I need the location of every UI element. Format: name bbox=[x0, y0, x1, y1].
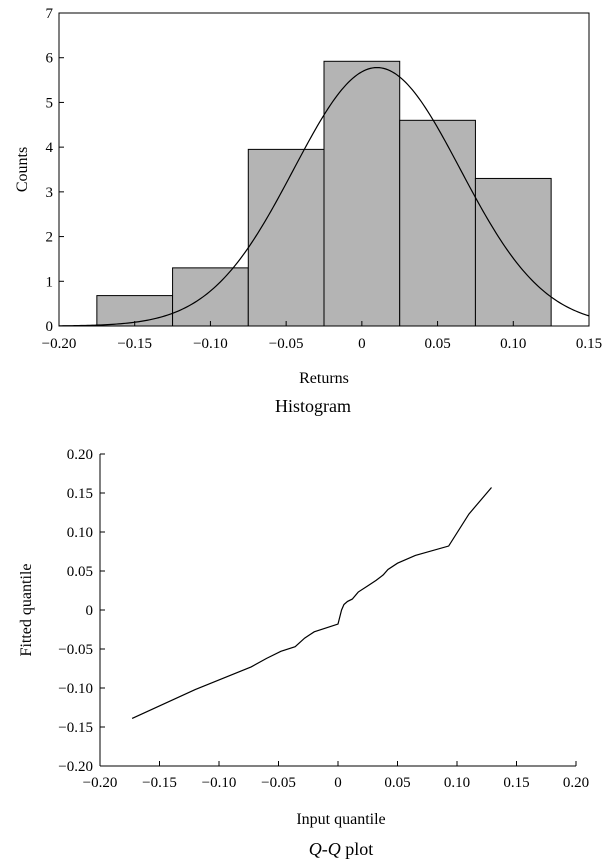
qq-plot-y-tick-label: 0.15 bbox=[67, 486, 93, 502]
qq-plot-x-tick-label: 0.05 bbox=[384, 775, 410, 791]
qq-caption-plot: plot bbox=[341, 839, 374, 859]
histogram-bar-3 bbox=[323, 60, 401, 327]
qq-plot-x-tick-label: 0 bbox=[334, 775, 342, 791]
qq-plot-y-tick-label: −0.10 bbox=[58, 681, 93, 697]
histogram-y-tick-label: 0 bbox=[46, 319, 54, 335]
qq-plot-x-tick-label: −0.20 bbox=[83, 775, 118, 791]
histogram-bar-2 bbox=[247, 148, 325, 327]
histogram-fitted-normal-curve bbox=[58, 66, 590, 327]
histogram-y-tick-label: 7 bbox=[46, 6, 54, 22]
qq-plot-x-tick-label: 0.10 bbox=[444, 775, 470, 791]
qq-plot-x-tick-label: 0.15 bbox=[503, 775, 529, 791]
qq-plot-caption: Q-Q plot bbox=[309, 839, 374, 859]
histogram-bar-4 bbox=[399, 119, 476, 327]
histogram-x-tick-label: −0.05 bbox=[269, 336, 304, 352]
histogram-x-tick-label: 0 bbox=[358, 336, 366, 352]
qq-caption-q2: Q bbox=[328, 839, 341, 859]
histogram-bars bbox=[96, 60, 552, 327]
qq-plot-y-ticks: −0.20 −0.15 −0.10 −0.05 0 0.05 0.10 0.15 0.20 bbox=[58, 447, 105, 775]
qq-plot-x-tick-label: −0.15 bbox=[142, 775, 177, 791]
qq-caption-q1: Q bbox=[309, 839, 322, 859]
qq-plot-x-tick-label: −0.05 bbox=[261, 775, 296, 791]
histogram-y-ticks: 0 1 2 3 4 5 6 7 bbox=[46, 6, 64, 335]
qq-plot-x-axis-label: Input quantile bbox=[296, 811, 385, 828]
qq-plot-x-tick-label: 0.20 bbox=[563, 775, 589, 791]
histogram-chart: −0.20 −0.15 −0.10 −0.05 0 0.05 0.10 0.15 0 1 2 3 4 5… bbox=[14, 6, 602, 416]
qq-plot-y-tick-label: 0 bbox=[86, 603, 94, 619]
histogram-x-tick-label: −0.15 bbox=[117, 336, 152, 352]
histogram-x-tick-label: 0.10 bbox=[500, 336, 526, 352]
histogram-x-axis-label: Returns bbox=[299, 370, 349, 387]
histogram-x-tick-label: −0.10 bbox=[193, 336, 228, 352]
qq-plot-series-line bbox=[131, 487, 492, 719]
histogram-bar-1 bbox=[172, 267, 249, 327]
qq-plot-y-tick-label: −0.15 bbox=[58, 720, 93, 736]
histogram-x-tick-label: 0.05 bbox=[424, 336, 450, 352]
histogram-y-tick-label: 6 bbox=[46, 51, 54, 67]
qq-plot-y-tick-label: 0.10 bbox=[67, 525, 93, 541]
histogram-caption: Histogram bbox=[275, 396, 351, 416]
histogram-plot-frame bbox=[58, 12, 590, 327]
histogram-x-tick-label: −0.20 bbox=[42, 336, 77, 352]
histogram-y-axis-label: Counts bbox=[14, 147, 31, 192]
histogram-bar-0 bbox=[96, 295, 174, 327]
histogram-y-tick-label: 3 bbox=[46, 185, 54, 201]
histogram-x-ticks: −0.20 −0.15 −0.10 −0.05 0 0.05 0.10 0.15 bbox=[42, 321, 602, 352]
histogram-y-tick-label: 4 bbox=[46, 140, 54, 156]
qq-plot-y-axis-label: Fitted quantile bbox=[18, 564, 35, 657]
histogram-y-tick-label: 2 bbox=[46, 230, 54, 246]
qq-caption-dash: - bbox=[322, 839, 328, 859]
histogram-x-tick-label: 0.15 bbox=[576, 336, 602, 352]
histogram-y-tick-label: 5 bbox=[46, 95, 54, 111]
histogram-y-tick-label: 1 bbox=[46, 274, 54, 290]
qq-plot-y-tick-label: −0.05 bbox=[58, 642, 93, 658]
qq-plot-y-tick-label: 0.20 bbox=[67, 447, 93, 463]
qq-plot-y-tick-label: −0.20 bbox=[58, 759, 93, 775]
histogram-bar-5 bbox=[474, 177, 552, 327]
qq-plot-y-tick-label: 0.05 bbox=[67, 564, 93, 580]
qq-plot-x-tick-label: −0.10 bbox=[202, 775, 237, 791]
qq-plot-x-ticks: −0.20 −0.15 −0.10 −0.05 0 0.05 0.10 0.15 0.20 bbox=[83, 761, 589, 791]
qq-plot-chart: −0.20 −0.15 −0.10 −0.05 0 0.05 0.10 0.15 0.20 −0… bbox=[18, 447, 589, 859]
